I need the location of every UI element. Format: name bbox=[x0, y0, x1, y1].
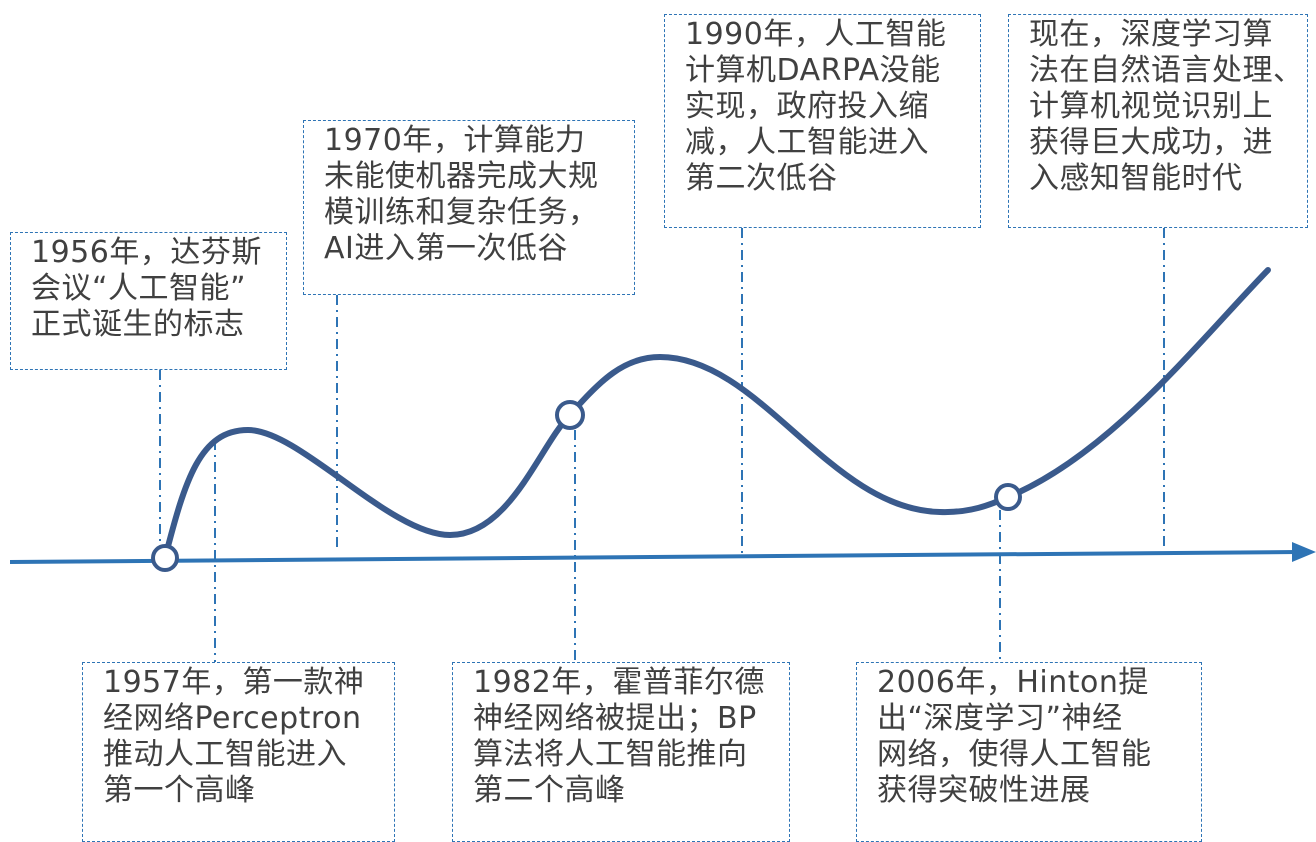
event-1990-line-2: 计算机DARPA没能 bbox=[685, 53, 941, 88]
event-2006-line-1: 2006年，Hinton提 bbox=[877, 665, 1149, 700]
event-now-line-4: 获得巨大成功，进 bbox=[1029, 125, 1273, 160]
milestone-marker-2006 bbox=[994, 483, 1022, 511]
event-1970-line-2: 未能使机器完成大规 bbox=[324, 159, 599, 194]
event-1990-line-5: 第二次低谷 bbox=[685, 161, 838, 196]
event-now-line-5: 入感知智能时代 bbox=[1029, 161, 1243, 196]
event-1990-line-3: 实现，政府投入缩 bbox=[685, 89, 929, 124]
event-1957-line-1: 1957年，第一款神 bbox=[103, 665, 365, 700]
event-box-now: 现在，深度学习算 法在自然语言处理、 计算机视觉识别上 获得巨大成功，进 入感知… bbox=[1008, 14, 1308, 228]
timeline-arrowhead bbox=[1292, 542, 1316, 562]
event-1970-line-1: 1970年，计算能力 bbox=[324, 123, 586, 158]
event-1990-line-4: 减，人工智能进入 bbox=[685, 125, 929, 160]
event-box-2006: 2006年，Hinton提 出“深度学习”神经 网络，使得人工智能 获得突破性进… bbox=[856, 662, 1202, 842]
event-1970-line-4: AI进入第一次低谷 bbox=[324, 231, 568, 266]
ai-development-curve bbox=[162, 267, 1271, 561]
event-2006-line-3: 网络，使得人工智能 bbox=[877, 737, 1152, 772]
milestone-marker-1956 bbox=[151, 544, 179, 572]
event-box-1990: 1990年，人工智能 计算机DARPA没能 实现，政府投入缩 减，人工智能进入 … bbox=[664, 14, 981, 228]
event-box-1970: 1970年，计算能力 未能使机器完成大规 模训练和复杂任务， AI进入第一次低谷 bbox=[303, 120, 635, 295]
event-1990-line-1: 1990年，人工智能 bbox=[685, 17, 947, 52]
event-1956-line-2: 会议“人工智能” bbox=[31, 271, 247, 306]
event-1982-line-3: 算法将人工智能推向 bbox=[473, 737, 748, 772]
event-box-1957: 1957年，第一款神 经网络Perceptron 推动人工智能进入 第一个高峰 bbox=[82, 662, 395, 842]
event-now-line-1: 现在，深度学习算 bbox=[1029, 17, 1273, 52]
milestone-marker-1982 bbox=[555, 400, 585, 430]
event-1957-line-4: 第一个高峰 bbox=[103, 773, 256, 808]
event-1957-line-2: 经网络Perceptron bbox=[103, 701, 362, 736]
event-1956-line-3: 正式诞生的标志 bbox=[31, 307, 245, 342]
timeline-axis bbox=[9, 550, 1299, 564]
event-box-1956: 1956年，达芬斯 会议“人工智能” 正式诞生的标志 bbox=[10, 232, 287, 370]
event-now-line-2: 法在自然语言处理、 bbox=[1029, 53, 1304, 88]
event-1982-line-2: 神经网络被提出；BP bbox=[473, 701, 757, 736]
event-1982-line-1: 1982年，霍普菲尔德 bbox=[473, 665, 765, 700]
event-2006-line-4: 获得突破性进展 bbox=[877, 773, 1091, 808]
event-box-1982: 1982年，霍普菲尔德 神经网络被提出；BP 算法将人工智能推向 第二个高峰 bbox=[452, 662, 790, 842]
event-1956-line-1: 1956年，达芬斯 bbox=[31, 235, 262, 270]
event-2006-line-2: 出“深度学习”神经 bbox=[877, 701, 1123, 736]
event-now-line-3: 计算机视觉识别上 bbox=[1029, 89, 1273, 124]
event-1970-line-3: 模训练和复杂任务， bbox=[324, 195, 599, 230]
event-1982-line-4: 第二个高峰 bbox=[473, 773, 626, 808]
event-1957-line-3: 推动人工智能进入 bbox=[103, 737, 347, 772]
